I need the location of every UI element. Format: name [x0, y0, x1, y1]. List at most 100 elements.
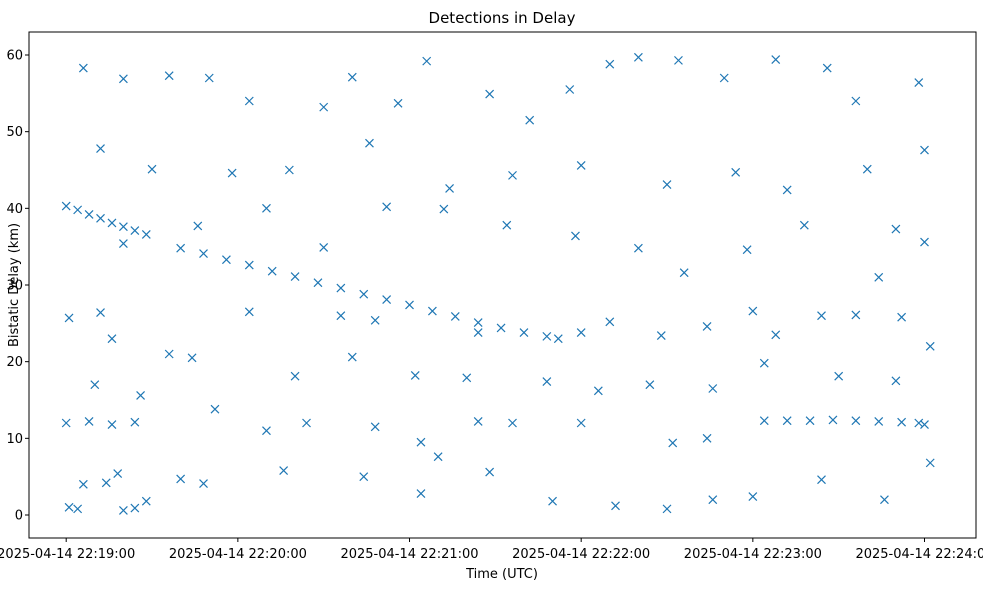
data-point [337, 312, 345, 320]
data-point [663, 181, 671, 189]
data-point [262, 427, 270, 435]
data-point [606, 318, 614, 326]
data-point [142, 230, 150, 238]
data-point [663, 505, 671, 513]
data-point [446, 184, 454, 192]
data-point [800, 221, 808, 229]
data-point [915, 419, 923, 427]
data-point [74, 206, 82, 214]
data-point [749, 307, 757, 315]
data-point [554, 335, 562, 343]
data-point [915, 79, 923, 87]
data-point [200, 250, 208, 258]
data-point [703, 434, 711, 442]
data-point [898, 418, 906, 426]
data-point [509, 419, 517, 427]
data-point [417, 490, 425, 498]
data-point [880, 496, 888, 504]
data-point [97, 145, 105, 153]
data-point [177, 244, 185, 252]
data-point [371, 316, 379, 324]
data-point [463, 374, 471, 382]
data-point [709, 496, 717, 504]
x-tick-label: 2025-04-14 22:21:00 [340, 547, 478, 562]
data-point [646, 381, 654, 389]
data-point [200, 480, 208, 488]
data-point [680, 269, 688, 277]
data-point [772, 331, 780, 339]
data-point [474, 319, 482, 327]
x-tick-label: 2025-04-14 22:20:00 [169, 547, 307, 562]
data-point [119, 223, 127, 231]
data-point [926, 459, 934, 467]
data-point [892, 377, 900, 385]
data-point [703, 322, 711, 330]
data-point [577, 161, 585, 169]
data-point [142, 497, 150, 505]
data-point [394, 99, 402, 107]
data-point [119, 240, 127, 248]
data-point [165, 72, 173, 80]
data-point [262, 204, 270, 212]
data-point [743, 246, 751, 254]
data-point [79, 64, 87, 72]
data-point [119, 506, 127, 514]
data-point [406, 301, 414, 309]
y-axis-label: Bistatic Delay (km) [7, 223, 22, 347]
data-point [829, 416, 837, 424]
data-point [291, 372, 299, 380]
data-point [549, 497, 557, 505]
data-point [606, 60, 614, 68]
data-point [543, 378, 551, 386]
data-point [285, 166, 293, 174]
data-point [91, 381, 99, 389]
data-point [348, 73, 356, 81]
data-point [921, 421, 929, 429]
chart-title: Detections in Delay [429, 9, 576, 27]
x-tick-label: 2025-04-14 22:23:00 [684, 547, 822, 562]
data-point [360, 290, 368, 298]
data-point [360, 473, 368, 481]
data-point [79, 480, 87, 488]
data-point [165, 350, 173, 358]
data-point [102, 479, 110, 487]
data-point [526, 116, 534, 124]
data-point [108, 335, 116, 343]
data-point [417, 438, 425, 446]
data-point [65, 503, 73, 511]
y-tick-label: 40 [6, 202, 23, 217]
data-point [709, 385, 717, 393]
data-point [657, 332, 665, 340]
data-point [921, 146, 929, 154]
data-point [383, 203, 391, 211]
y-tick-label: 20 [6, 355, 23, 370]
data-point [211, 405, 219, 413]
data-point [566, 86, 574, 94]
data-point [434, 453, 442, 461]
data-point [137, 391, 145, 399]
data-point [760, 417, 768, 425]
data-point [474, 329, 482, 337]
data-point [194, 222, 202, 230]
data-point [440, 205, 448, 213]
data-point [486, 468, 494, 476]
data-point [835, 372, 843, 380]
data-point [97, 309, 105, 317]
data-point [108, 421, 116, 429]
data-point [303, 419, 311, 427]
data-point [188, 354, 196, 362]
data-point [131, 418, 139, 426]
data-point [898, 313, 906, 321]
data-point [497, 324, 505, 332]
data-point [337, 284, 345, 292]
data-point [577, 419, 585, 427]
data-point [818, 476, 826, 484]
data-point [503, 221, 511, 229]
data-point [131, 227, 139, 235]
data-point [85, 210, 93, 218]
data-point [926, 342, 934, 350]
data-point [520, 329, 528, 337]
x-axis-ticks: 2025-04-14 22:19:00 2025-04-14 22:20:00 20… [0, 538, 983, 562]
data-point [119, 75, 127, 83]
data-point [474, 417, 482, 425]
